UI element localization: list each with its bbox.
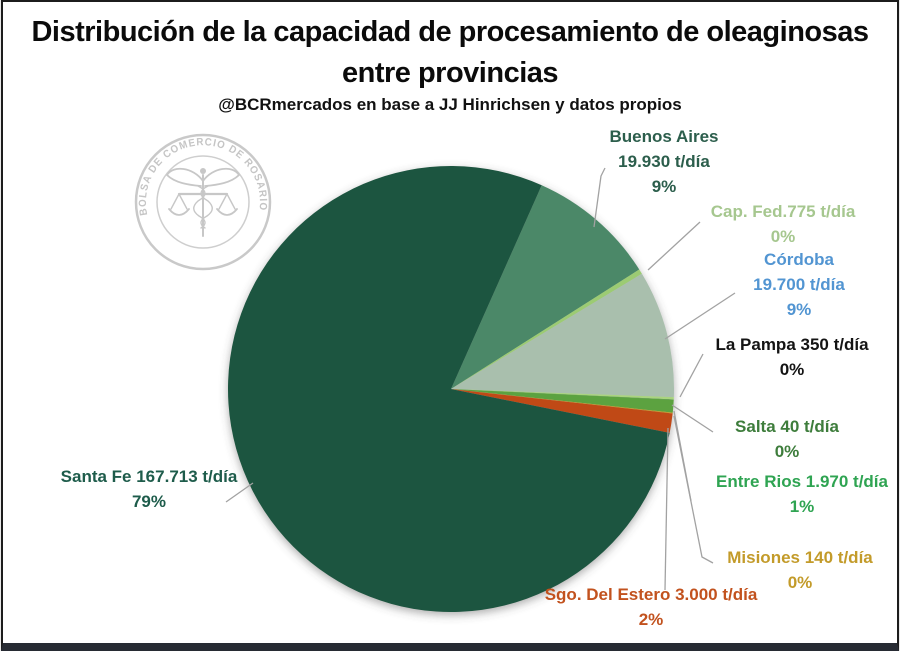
- label-line: 0%: [774, 442, 800, 461]
- label-line: La Pampa 350 t/día: [715, 335, 869, 354]
- leader-misiones: [673, 415, 714, 564]
- pie-chart: [225, 166, 736, 613]
- leader-santa-fe: [225, 482, 254, 503]
- label-santa-fe: Santa Fe 167.713 t/día 79%: [61, 464, 238, 514]
- label-misiones: Misiones 140 t/día 0%: [727, 545, 873, 595]
- label-line: Salta 40 t/día: [735, 417, 839, 436]
- label-line: Misiones 140 t/día: [727, 548, 873, 567]
- chart-title: Distribución de la capacidad de procesam…: [31, 16, 869, 89]
- pie-slice-sgo-del-estero[interactable]: [451, 389, 673, 433]
- label-cap-fed: Cap. Fed.775 t/día 0%: [711, 199, 856, 249]
- leader-lines: [225, 167, 736, 591]
- label-la-pampa: La Pampa 350 t/día 0%: [715, 332, 868, 382]
- pie-slice-la-pampa[interactable]: [451, 389, 674, 400]
- label-sgo-del-estero: Sgo. Del Estero 3.000 t/día 2%: [545, 582, 758, 632]
- leader-salta: [671, 404, 714, 433]
- label-line: Cap. Fed.775 t/día: [710, 202, 856, 221]
- pie-slice-córdoba[interactable]: [451, 273, 674, 398]
- label-line: Córdoba: [764, 250, 834, 269]
- leader-la-pampa: [679, 353, 704, 398]
- seal-outer-ring: [134, 133, 272, 271]
- label-line: Entre Rios 1.970 t/día: [716, 472, 888, 491]
- leader-cordoba: [664, 292, 736, 340]
- label-line: 0%: [787, 573, 813, 592]
- label-cordoba: Córdoba 19.700 t/día 9%: [753, 247, 845, 322]
- bcr-rosario-seal-logo: BOLSA DE COMERCIO DE ROSARIO: [134, 133, 272, 271]
- pie-slice-salta[interactable]: [451, 389, 674, 400]
- pie-slices: [227, 166, 674, 613]
- label-line: 2%: [638, 610, 664, 629]
- pie-slice-buenos-aires[interactable]: [451, 185, 640, 389]
- label-salta: Salta 40 t/día 0%: [735, 414, 839, 464]
- label-buenos-aires: Buenos Aires 19.930 t/día 9%: [610, 124, 719, 199]
- label-line: 79%: [131, 492, 167, 511]
- pie-slice-cap-fed[interactable]: [451, 269, 642, 389]
- label-line: 0%: [770, 227, 796, 246]
- label-line: Santa Fe 167.713 t/día: [60, 467, 238, 486]
- label-line: 9%: [651, 177, 677, 196]
- pie-slice-entre-rios[interactable]: [451, 389, 674, 413]
- pie-slice-santa-fe[interactable]: [227, 166, 670, 613]
- label-line: 9%: [786, 300, 812, 319]
- label-line: 0%: [779, 360, 805, 379]
- chart-subtitle: @BCRmercados en base a JJ Hinrichsen y d…: [218, 95, 682, 114]
- caduceus-scales-icon: [165, 167, 241, 237]
- pie-slice-misiones[interactable]: [451, 389, 673, 414]
- label-line: 19.700 t/día: [753, 275, 845, 294]
- label-line: Buenos Aires: [609, 127, 719, 146]
- label-line: Sgo. Del Estero 3.000 t/día: [544, 585, 758, 604]
- label-line: 19.930 t/día: [618, 152, 710, 171]
- label-line: 1%: [789, 497, 815, 516]
- seal-inner-ring: [156, 155, 250, 249]
- leader-buenos-aires: [593, 167, 606, 228]
- label-entre-rios: Entre Rios 1.970 t/día 1%: [716, 469, 888, 519]
- leader-cap-fed: [647, 221, 701, 271]
- leader-sgo-del-estero: [664, 427, 669, 591]
